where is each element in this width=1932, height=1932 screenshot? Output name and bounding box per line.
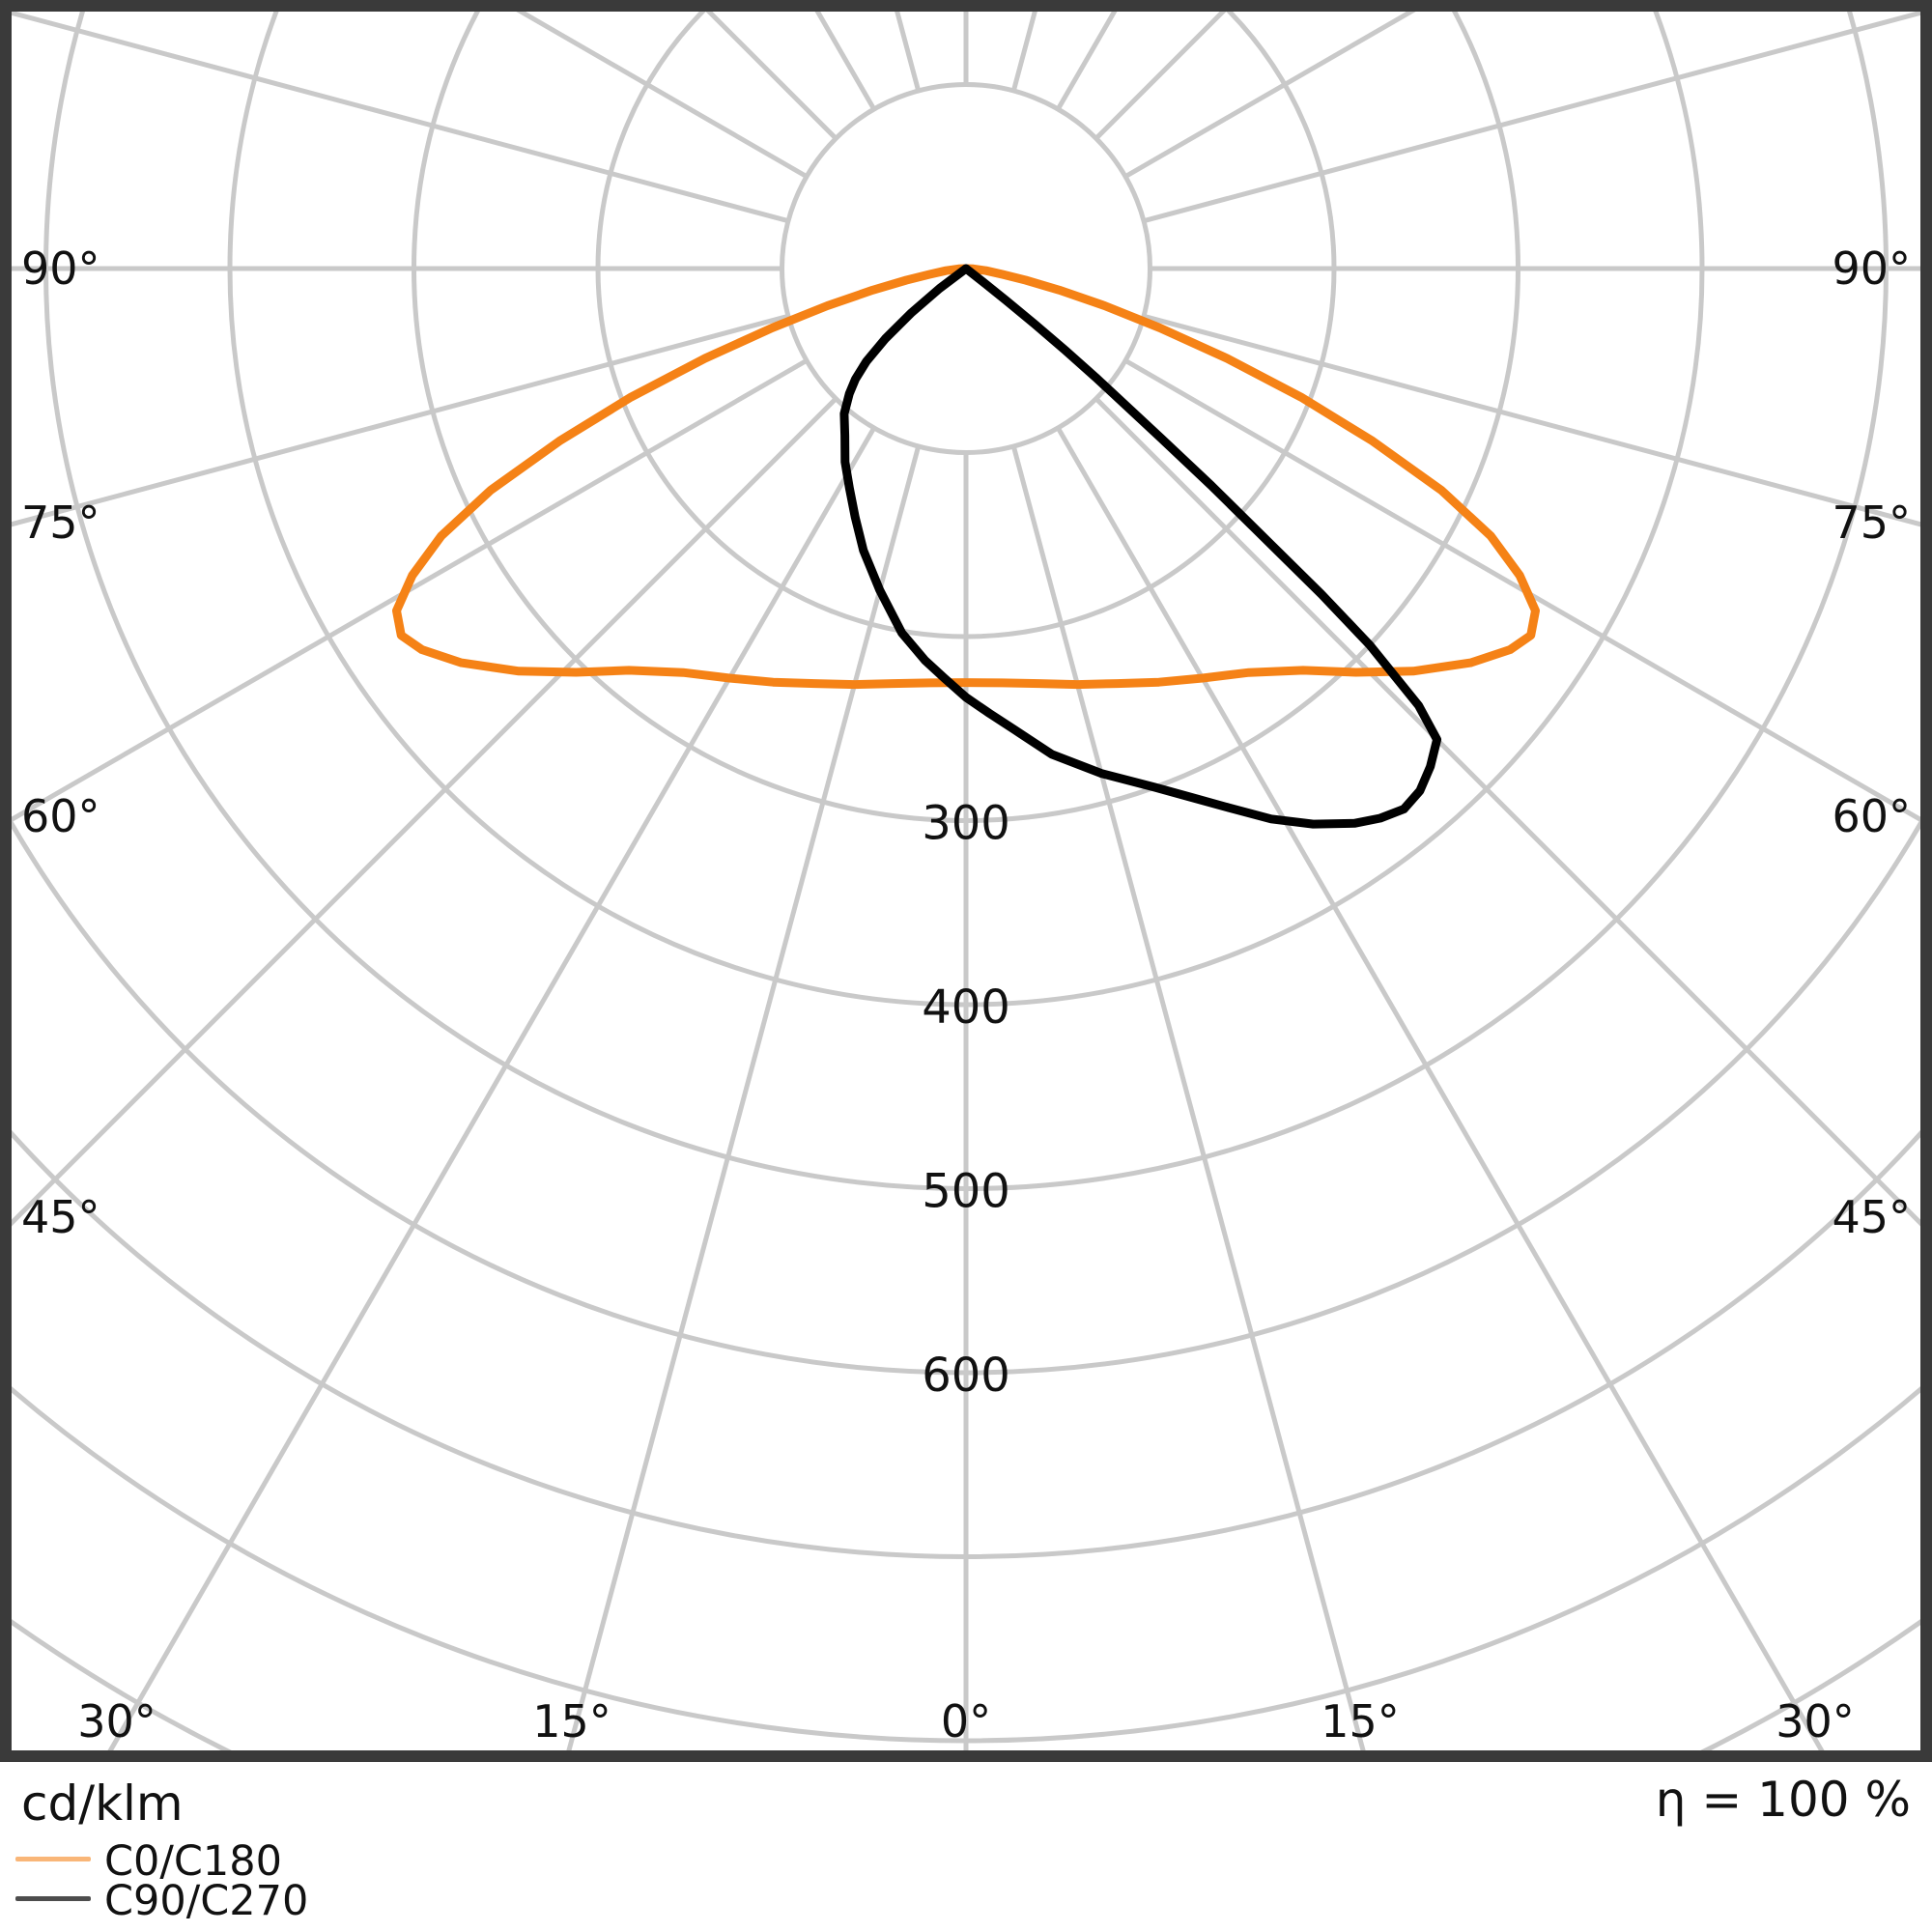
axis-labels: 90° 75° 60° 45° 90° 75° 60° 45° 30° 15° 0° 15° 30° 30…	[21, 242, 1911, 1747]
plot-border	[0, 0, 1932, 1762]
radial-label-600: 600	[922, 1349, 1010, 1403]
angle-label-bottom-15°: 15°	[532, 1695, 611, 1747]
unit-label: cd/klm	[21, 1776, 184, 1832]
angle-label-bottom-30°: 30°	[1776, 1695, 1855, 1747]
curve-c0-c180	[392, 264, 1540, 690]
legend-label-c0-c180: C0/C180	[104, 1837, 282, 1886]
angle-label-left-60°: 60°	[21, 790, 100, 842]
legend-line-swatch-c0-c180	[15, 1857, 91, 1861]
angle-label-bottom-0°: 0°	[941, 1695, 991, 1747]
angle-label-left-90°: 90°	[21, 242, 100, 295]
legend-line-swatch-c90-c270	[15, 1896, 91, 1901]
efficiency-label: η = 100 %	[1655, 1772, 1911, 1828]
intensity-curves	[392, 264, 1540, 829]
angle-label-left-75°: 75°	[21, 497, 100, 549]
angle-label-right-45°: 45°	[1832, 1191, 1911, 1243]
angle-label-right-60°: 60°	[1832, 790, 1911, 842]
angle-label-right-90°: 90°	[1832, 242, 1911, 295]
angle-label-bottom-30°: 30°	[77, 1695, 156, 1747]
curve-c90-c270	[839, 264, 1442, 829]
radial-label-400: 400	[922, 980, 1010, 1035]
radial-label-300: 300	[922, 797, 1010, 851]
radial-label-500: 500	[922, 1165, 1010, 1219]
angle-label-left-45°: 45°	[21, 1191, 100, 1243]
angle-label-right-75°: 75°	[1832, 497, 1911, 549]
legend-label-c90-c270: C90/C270	[104, 1877, 309, 1925]
angle-label-bottom-15°: 15°	[1321, 1695, 1400, 1747]
